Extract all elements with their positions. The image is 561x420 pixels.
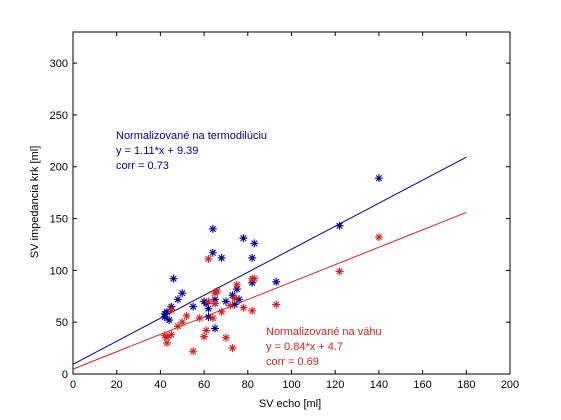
data-point [226,301,235,310]
x-tick-label: 180 [457,379,475,391]
data-point [173,295,182,304]
data-point [250,274,259,283]
data-point [230,294,239,303]
y-tick-label: 100 [50,265,68,277]
x-tick-label: 20 [111,379,123,391]
data-point [165,316,174,325]
data-point [204,313,213,321]
annotation-line: corr = 0.73 [116,160,169,172]
annotation-line: y = 1.11*x + 9.39 [116,145,198,157]
plot-frame [72,31,511,375]
data-point [232,285,241,294]
data-point [162,333,171,342]
annotations: Normalizované na termodilúciu y = 1.11*x … [116,130,382,368]
data-point [248,253,257,262]
annotation-line: Normalizované na váhu [266,326,382,338]
x-axis-label: SV echo [ml] [259,398,321,410]
data-point [169,274,178,283]
data-point [189,347,198,356]
data-point [182,311,191,320]
annotation-line: corr = 0.69 [266,356,319,368]
y-tick-label: 250 [50,110,68,122]
data-point [335,267,344,276]
data-point [221,333,230,342]
data-point [248,278,257,287]
fit-line-1 [72,211,467,370]
data-point [211,299,220,308]
x-tick-label: 0 [70,379,76,391]
data-point [228,291,237,300]
data-point [221,297,230,306]
data-point [239,303,248,312]
data-point [200,332,209,341]
data-point [167,305,176,314]
x-tick-label: 140 [370,379,388,391]
data-point [335,221,344,230]
data-point [204,304,213,313]
data-point [374,174,383,183]
y-tick-label: 0 [62,369,68,381]
data-point [208,224,217,233]
x-tick-label: 80 [242,379,254,391]
data-points [160,174,383,356]
data-point [173,322,182,331]
data-point [250,239,259,248]
y-tick-label: 50 [56,317,68,329]
data-point [211,295,220,304]
data-point [228,344,237,353]
x-tick-label: 60 [198,379,210,391]
data-point [167,330,176,339]
data-point [178,289,187,298]
data-point [248,306,257,315]
data-point [208,248,217,257]
data-point [235,295,244,304]
fit-line-0 [72,156,467,365]
data-point [272,277,281,286]
data-point [178,318,187,327]
x-tick-label: 40 [154,379,166,391]
y-tick-label: 150 [50,214,68,226]
data-point [211,324,220,333]
data-point [162,338,171,347]
x-tick-label: 120 [326,379,344,391]
annotation-line: Normalizované na termodilúciu [116,130,267,142]
fit-lines [72,156,467,370]
data-point [239,234,248,243]
data-point [195,314,204,323]
data-point [162,307,171,316]
x-tick-label: 160 [413,379,431,391]
y-tick-label: 300 [50,58,68,70]
data-point [232,280,241,289]
x-tick-label: 100 [282,379,300,391]
data-point [208,314,217,323]
data-point [204,297,213,306]
axes: 0 20 40 60 80 100 120 140 160 180 200 0 50 100 150 200 2… [50,31,519,391]
annotation-line: y = 0.84*x + 4.7 [266,341,343,353]
data-point [189,302,198,311]
data-point [217,307,226,316]
y-tick-label: 200 [50,162,68,174]
data-point [204,254,213,263]
data-point [272,300,281,309]
data-point [374,233,383,242]
data-point [202,326,211,335]
y-axis-label: SV impedancia krk [ml] [29,146,41,258]
x-tick-label: 200 [501,379,519,391]
data-point [217,253,226,262]
data-point [230,300,239,309]
data-point [213,287,222,296]
